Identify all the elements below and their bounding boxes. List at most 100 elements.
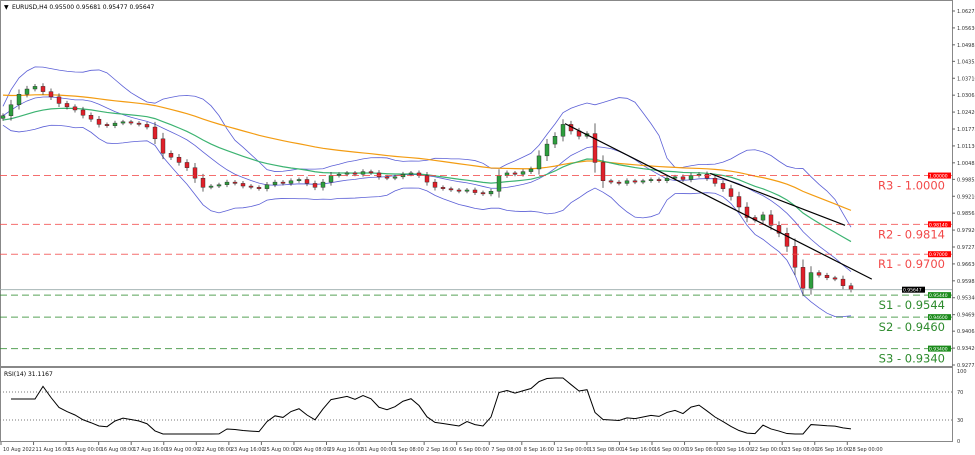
bearish-candle (304, 179, 310, 184)
bearish-candle (616, 181, 622, 184)
y-tick-label: 0.98565 (957, 211, 975, 217)
bearish-candle (144, 124, 150, 128)
bollinger-lower (2, 124, 852, 318)
main-panel-frame (0, 0, 953, 367)
bullish-candle (808, 272, 814, 289)
bullish-candle (216, 184, 222, 187)
bullish-candle (336, 174, 342, 176)
y-tick-label: 0.92775 (957, 363, 975, 369)
bearish-candle (56, 96, 62, 104)
bullish-candle (8, 104, 14, 116)
bearish-candle (600, 162, 606, 181)
bullish-candle (760, 214, 766, 221)
y-tick-label: 0.95985 (957, 279, 975, 285)
bullish-candle (560, 124, 566, 137)
y-tick-label: 1.06275 (957, 9, 975, 15)
bearish-candle (736, 196, 742, 208)
bearish-candle (240, 183, 246, 187)
bullish-candle (640, 180, 646, 183)
x-tick-label: 22 Sep 00:00 (752, 447, 785, 453)
bullish-candle (112, 122, 118, 126)
x-tick-label: 17 Aug 16:00 (133, 447, 167, 453)
bearish-candle (592, 133, 598, 163)
price-tag (928, 251, 951, 258)
bullish-candle (464, 189, 470, 192)
x-tick-label: 11 Aug 16:00 (36, 447, 70, 453)
price-tag (928, 172, 951, 179)
level-label: S1 - 0.9544 (879, 298, 945, 312)
bearish-candle (64, 103, 70, 108)
rsi-tick-label: 100 (957, 369, 967, 375)
bearish-candle (656, 179, 662, 181)
bearish-candle (632, 180, 638, 183)
bearish-candle (832, 277, 838, 280)
bearish-candle (848, 285, 854, 290)
level-label: S3 - 0.9340 (879, 352, 945, 366)
bearish-candle (816, 272, 822, 276)
symbol-header: EURUSD,H4 0.95500 0.95681 0.95477 0.9564… (12, 4, 154, 11)
bearish-candle (88, 115, 94, 120)
price-tag-label: 0.93400 (929, 347, 948, 353)
price-tag (928, 314, 951, 321)
bullish-candle (16, 94, 22, 105)
bearish-candle (800, 267, 806, 289)
bearish-candle (136, 122, 142, 125)
y-tick-label: 0.99855 (957, 177, 975, 183)
bullish-candle (208, 185, 214, 188)
bearish-candle (352, 172, 358, 175)
x-tick-label: 23 Aug 16:00 (231, 447, 265, 453)
trendline (564, 123, 873, 280)
rsi-label: RSI(14) 31.1167 (4, 371, 53, 378)
bearish-candle (80, 109, 86, 116)
x-tick-label: 14 Sep 16:00 (621, 447, 654, 453)
bearish-candle (40, 86, 46, 92)
bearish-candle (840, 278, 846, 286)
bullish-candle (24, 88, 30, 95)
rsi-tick-label: 70 (957, 390, 963, 396)
price-tag-label: 0.98140 (929, 222, 948, 228)
x-tick-label: 31 Aug 00:00 (361, 447, 395, 453)
bearish-candle (824, 274, 830, 279)
current-price-tag (902, 286, 925, 293)
bullish-candle (688, 175, 694, 180)
bearish-candle (168, 153, 174, 158)
bearish-candle (280, 181, 286, 184)
bearish-candle (72, 106, 78, 111)
x-tick-label: 10 Aug 2022 (3, 447, 35, 453)
bullish-candle (272, 181, 278, 185)
x-tick-label: 2 Sep 16:00 (426, 447, 456, 453)
bullish-candle (344, 172, 350, 175)
bearish-candle (424, 175, 430, 183)
bullish-candle (32, 86, 38, 90)
bullish-candle (544, 143, 550, 157)
price-tag (928, 221, 951, 228)
level-label: R2 - 0.9814 (878, 227, 945, 241)
bearish-candle (96, 118, 102, 125)
bearish-candle (312, 183, 318, 188)
bullish-candle (496, 175, 502, 192)
rsi-panel-frame (0, 367, 953, 442)
x-tick-label: 26 Sep 16:00 (817, 447, 850, 453)
bearish-candle (720, 183, 726, 189)
rsi-tick-label: 0 (957, 439, 960, 445)
bearish-candle (456, 189, 462, 192)
x-tick-label: 20 Sep 16:00 (719, 447, 752, 453)
y-tick-label: 1.02420 (957, 110, 975, 116)
y-tick-label: 1.01775 (957, 127, 975, 133)
bullish-candle (328, 175, 334, 183)
bearish-candle (440, 187, 446, 189)
bullish-candle (408, 172, 414, 175)
bearish-candle (160, 138, 166, 154)
x-tick-label: 16 Sep 00:00 (654, 447, 687, 453)
bearish-candle (104, 124, 110, 126)
x-tick-label: 13 Sep 08:00 (589, 447, 622, 453)
x-tick-label: 8 Sep 16:00 (524, 447, 554, 453)
bearish-candle (512, 172, 518, 175)
price-tag (928, 345, 951, 352)
bearish-candle (128, 121, 134, 124)
bullish-candle (320, 181, 326, 188)
